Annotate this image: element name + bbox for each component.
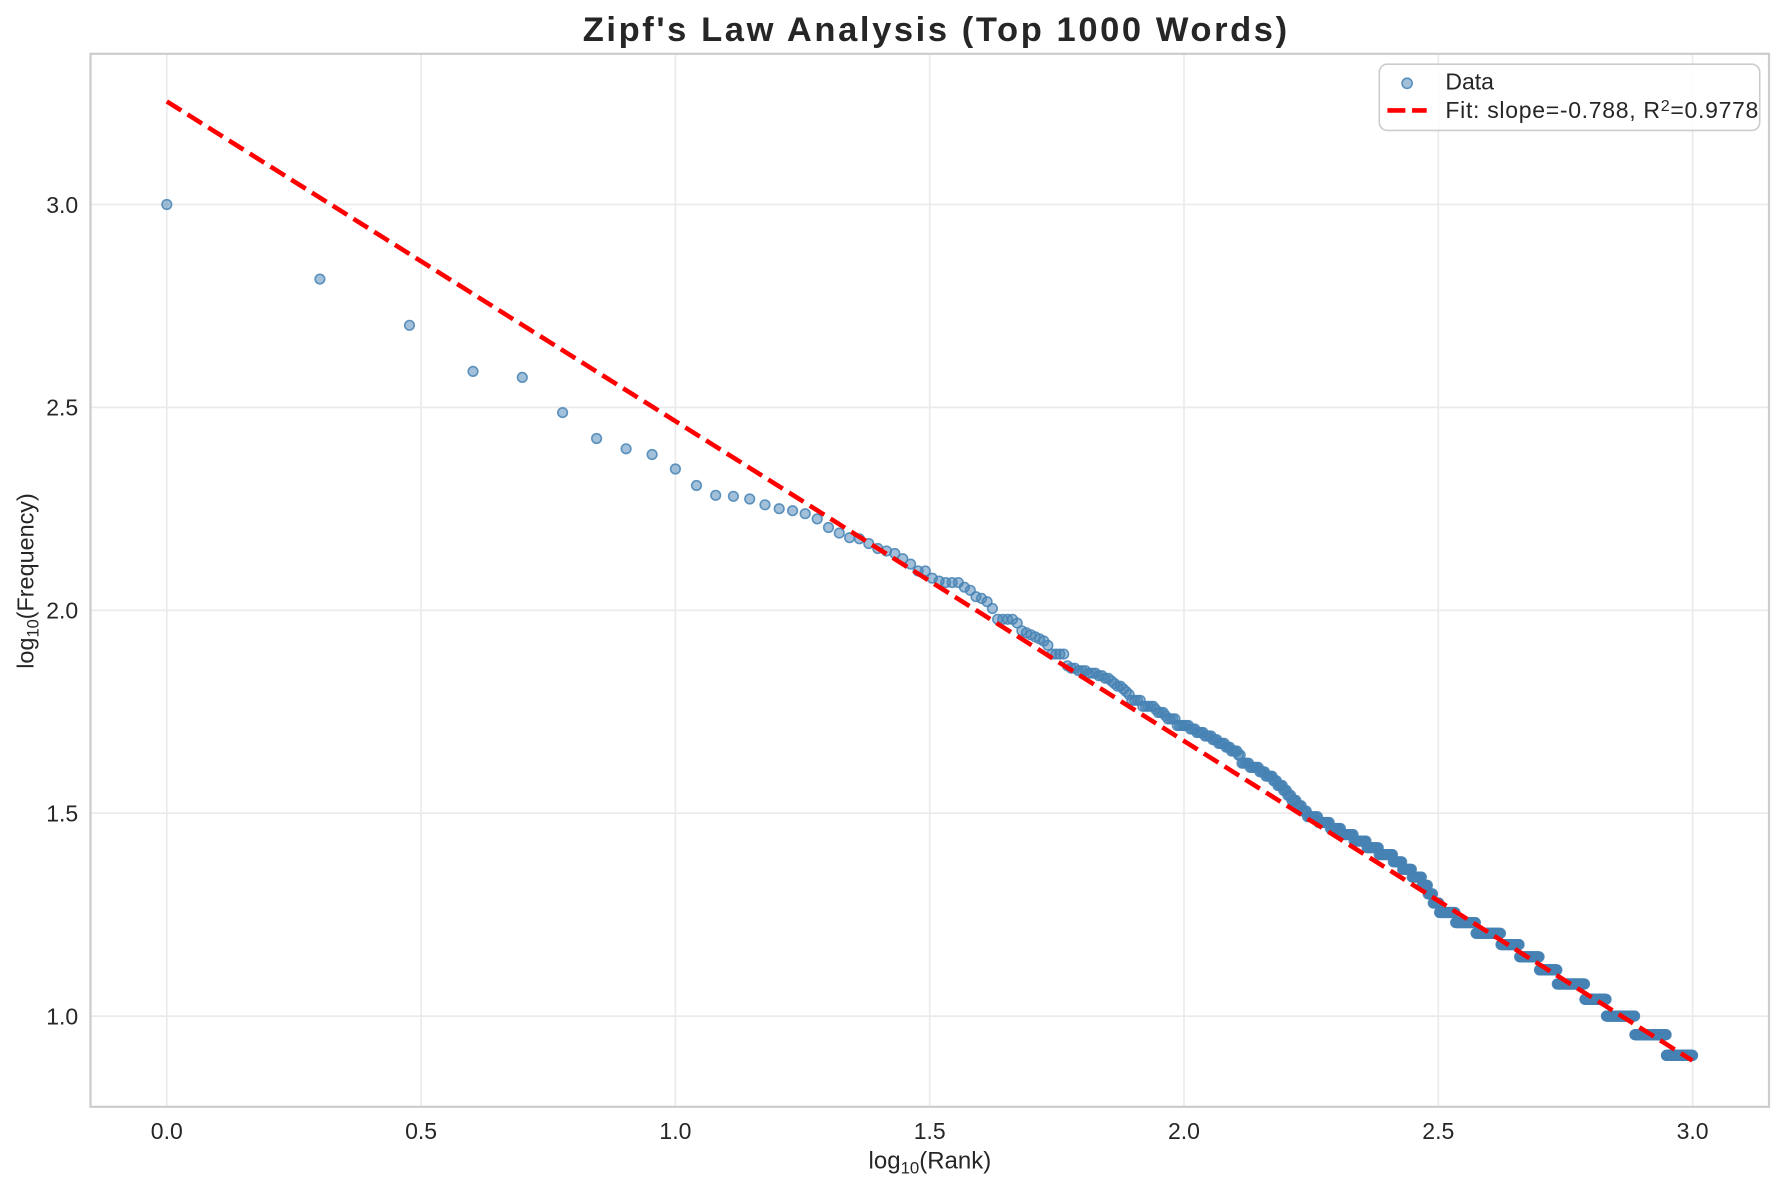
svg-text:log10(Frequency): log10(Frequency)	[13, 493, 43, 669]
svg-text:0.0: 0.0	[151, 1118, 183, 1144]
svg-text:3.0: 3.0	[46, 192, 78, 218]
svg-text:0.5: 0.5	[405, 1118, 437, 1144]
svg-text:1.5: 1.5	[914, 1118, 946, 1144]
svg-text:3.0: 3.0	[1677, 1118, 1709, 1144]
svg-text:2.5: 2.5	[46, 395, 78, 421]
svg-text:Fit: slope=-0.788, R2=0.9778: Fit: slope=-0.788, R2=0.9778	[1445, 97, 1759, 123]
svg-text:2.0: 2.0	[1168, 1118, 1200, 1144]
svg-text:log10(Rank): log10(Rank)	[869, 1147, 992, 1177]
svg-text:2.5: 2.5	[1422, 1118, 1454, 1144]
svg-text:2.0: 2.0	[46, 598, 78, 624]
svg-text:1.0: 1.0	[46, 1003, 78, 1029]
svg-text:Data: Data	[1445, 68, 1494, 94]
svg-text:Zipf's Law Analysis (Top 1000: Zipf's Law Analysis (Top 1000 Words)	[583, 11, 1290, 49]
svg-text:1.5: 1.5	[46, 801, 78, 827]
svg-text:1.0: 1.0	[659, 1118, 691, 1144]
